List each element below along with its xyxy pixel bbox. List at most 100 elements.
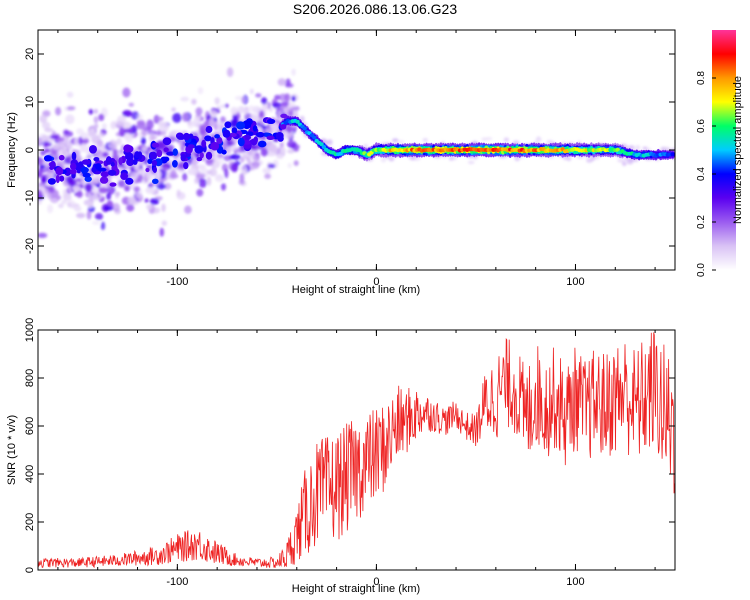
heatmap-blob: [43, 148, 51, 153]
heatmap-blob: [144, 198, 149, 203]
heatmap-blob: [126, 204, 135, 212]
heatmap-clump: [280, 124, 287, 130]
heatmap-blob: [566, 156, 572, 162]
y-tick-label: 200: [24, 513, 36, 531]
colorbar-tick-label: 0.4: [696, 167, 707, 181]
heatmap-blob: [267, 163, 276, 169]
heatmap-clump: [187, 144, 195, 149]
heatmap-blob: [67, 178, 77, 187]
colorbar-tick-label: 0.6: [696, 119, 707, 133]
heatmap-clump: [162, 137, 172, 146]
x-tick-label: 0: [373, 576, 379, 588]
heatmap-blob: [38, 171, 42, 178]
heatmap-blob: [621, 161, 627, 166]
heatmap-blob: [98, 113, 105, 121]
heatmap-clump: [55, 167, 64, 176]
heatmap-clump: [210, 141, 220, 151]
heatmap-blob: [230, 106, 238, 115]
heatmap-blob: [268, 143, 277, 153]
heatmap-blob: [259, 110, 265, 118]
heatmap-blob: [121, 121, 132, 130]
heatmap-blob: [283, 107, 293, 112]
heatmap-clump: [149, 151, 158, 160]
y-tick-label: 20: [24, 48, 36, 60]
colorbar-tick-label: 0.8: [696, 71, 707, 85]
heatmap-blob: [280, 101, 290, 107]
heatmap-blob: [145, 170, 153, 181]
heatmap-clump: [63, 167, 72, 176]
heatmap-blob: [217, 153, 224, 159]
heatmap-clump: [216, 136, 223, 145]
heatmap-blob: [61, 200, 67, 205]
heatmap-clump: [196, 157, 203, 162]
y-tick-label: 400: [24, 465, 36, 483]
heatmap-blob: [75, 178, 82, 182]
heatmap-blob: [216, 122, 223, 132]
heatmap-blob: [135, 193, 143, 199]
colorbar-tick-label: 0.0: [696, 263, 707, 277]
heatmap-clump: [156, 149, 163, 158]
heatmap-blob: [224, 168, 229, 179]
heatmap-blob: [74, 206, 82, 212]
heatmap-clump: [80, 166, 89, 174]
heatmap-blob: [642, 146, 648, 150]
ridge-cell: [295, 119, 300, 124]
heatmap-blob: [137, 114, 144, 120]
heatmap-clump: [214, 134, 221, 139]
snr-line: [38, 332, 675, 569]
heatmap-blob: [180, 96, 190, 102]
heatmap-blob: [238, 179, 245, 186]
heatmap-blob: [220, 104, 225, 109]
heatmap-blob: [98, 187, 108, 194]
heatmap-blob: [91, 188, 100, 194]
heatmap-clump: [252, 125, 258, 132]
heatmap-blob: [141, 128, 148, 137]
heatmap-blob: [264, 173, 271, 179]
heatmap-blob: [116, 137, 122, 146]
heatmap-blob: [238, 165, 248, 173]
heatmap-blob: [172, 112, 182, 123]
heatmap-blob: [146, 119, 154, 130]
heatmap-blob: [284, 93, 291, 102]
heatmap-clump: [151, 142, 160, 148]
heatmap-blob: [392, 138, 399, 143]
heatmap-blob: [182, 172, 188, 182]
heatmap-clump: [55, 174, 60, 184]
heatmap-blob: [108, 142, 118, 150]
heatmap-blob: [184, 205, 192, 214]
heatmap-blob: [50, 149, 59, 156]
heatmap-clump: [199, 152, 204, 159]
heatmap-clump: [236, 121, 246, 130]
heatmap-blob: [198, 178, 207, 188]
heatmap-blob: [214, 97, 220, 105]
heatmap-blob: [388, 156, 395, 162]
heatmap-blob: [191, 98, 197, 105]
heatmap-blob: [194, 177, 199, 184]
heatmap-blob: [88, 109, 94, 115]
heatmap-blob: [503, 137, 510, 142]
heatmap-clump: [237, 137, 245, 147]
heatmap-blob: [58, 203, 64, 209]
heatmap-blob: [136, 121, 146, 130]
heatmap-clump: [58, 154, 65, 161]
heatmap-clump: [107, 169, 117, 176]
heatmap-blob: [243, 113, 253, 120]
heatmap-blob: [162, 122, 169, 132]
heatmap-blob: [106, 192, 111, 200]
heatmap-clump: [125, 152, 134, 161]
heatmap-clump: [224, 121, 232, 129]
ridge-cell: [312, 135, 317, 140]
heatmap-blob: [128, 102, 134, 107]
heatmap-blob: [122, 87, 131, 98]
heatmap-blob: [196, 188, 204, 197]
heatmap-blob: [617, 158, 626, 163]
heatmap-blob: [242, 154, 247, 160]
heatmap-clump: [132, 159, 138, 165]
heatmap-clump: [47, 178, 57, 185]
heatmap-clump: [262, 132, 271, 137]
heatmap-blob: [81, 138, 90, 144]
heatmap-blob: [141, 146, 148, 153]
heatmap-blob: [225, 147, 231, 155]
heatmap-clump: [221, 149, 227, 155]
